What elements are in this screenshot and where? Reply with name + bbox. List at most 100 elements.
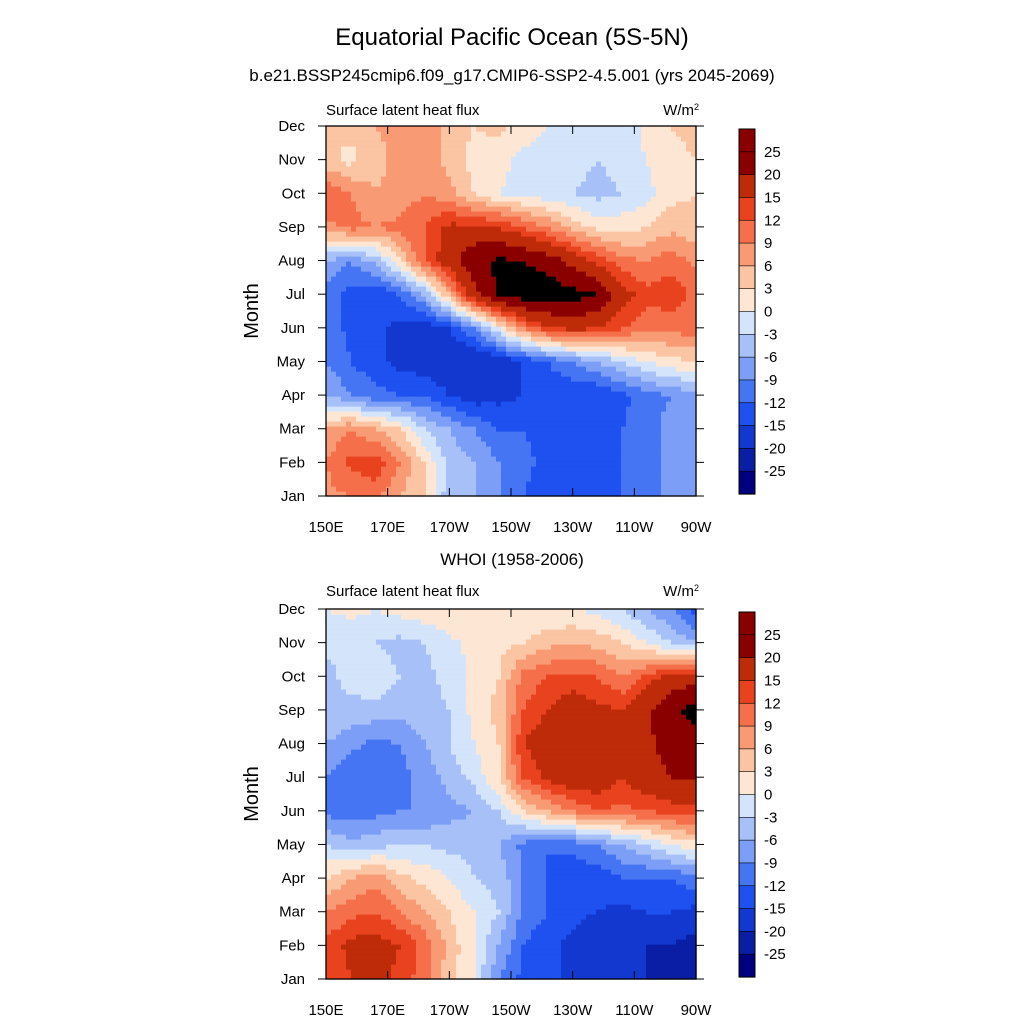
heatmap-cell — [426, 366, 432, 372]
heatmap-cell — [656, 196, 662, 202]
heatmap-cell — [651, 446, 657, 452]
heatmap-cell — [566, 406, 572, 412]
heatmap-cell — [611, 366, 617, 372]
heatmap-cell — [381, 311, 387, 317]
heatmap-cell — [551, 371, 557, 377]
heatmap-cell — [646, 396, 652, 402]
heatmap-cell — [611, 326, 617, 332]
heatmap-cell — [456, 166, 462, 172]
heatmap-cell — [331, 431, 337, 437]
heatmap-cell — [376, 251, 382, 257]
heatmap-cell — [601, 271, 607, 277]
heatmap-cell — [561, 296, 567, 302]
heatmap-cell — [456, 491, 462, 497]
heatmap-cell — [566, 361, 572, 367]
heatmap-cell — [616, 406, 622, 412]
heatmap-cell — [571, 181, 577, 187]
heatmap-cell — [521, 476, 527, 482]
heatmap-cell — [411, 161, 417, 167]
heatmap-cell — [641, 221, 647, 227]
heatmap-cell — [556, 196, 562, 202]
heatmap-cell — [586, 291, 592, 297]
heatmap-cell — [486, 381, 492, 387]
heatmap-cell — [656, 446, 662, 452]
heatmap-cell — [361, 431, 367, 437]
heatmap-cell — [366, 271, 372, 277]
heatmap-cell — [351, 211, 357, 217]
heatmap-cell — [581, 221, 587, 227]
heatmap-cell — [496, 201, 502, 207]
heatmap-cell — [566, 346, 572, 352]
heatmap-cell — [596, 451, 602, 457]
heatmap-cell — [381, 181, 387, 187]
heatmap-cell — [366, 361, 372, 367]
heatmap-cell — [586, 491, 592, 497]
heatmap-cell — [586, 396, 592, 402]
heatmap-cell — [341, 201, 347, 207]
heatmap-cell — [621, 336, 627, 342]
heatmap-cell — [581, 211, 587, 217]
heatmap-cell — [576, 351, 582, 357]
heatmap-cell — [331, 316, 337, 322]
heatmap-cell — [636, 286, 642, 292]
heatmap-cell — [666, 251, 672, 257]
heatmap-cell — [341, 226, 347, 232]
heatmap-cell — [691, 266, 697, 272]
heatmap-cell — [481, 281, 487, 287]
heatmap-cell — [451, 431, 457, 437]
heatmap-cell — [366, 166, 372, 172]
heatmap-cell — [621, 376, 627, 382]
heatmap-cell — [376, 331, 382, 337]
heatmap-cell — [606, 491, 612, 497]
heatmap-cell — [326, 341, 332, 347]
heatmap-cell — [356, 271, 362, 277]
heatmap-cell — [436, 311, 442, 317]
heatmap-cell — [621, 171, 627, 177]
heatmap-cell — [671, 391, 677, 397]
heatmap-cell — [456, 181, 462, 187]
heatmap-cell — [356, 171, 362, 177]
heatmap-cell — [571, 386, 577, 392]
heatmap-cell — [671, 401, 677, 407]
heatmap-cell — [676, 431, 682, 437]
heatmap-cell — [426, 486, 432, 492]
heatmap-cell — [461, 461, 467, 467]
heatmap-cell — [651, 251, 657, 257]
heatmap-cell — [546, 371, 552, 377]
heatmap-cell — [496, 366, 502, 372]
heatmap-cell — [456, 196, 462, 202]
heatmap-cell — [606, 281, 612, 287]
heatmap-cell — [351, 266, 357, 272]
heatmap-cell — [596, 266, 602, 272]
heatmap-cell — [626, 166, 632, 172]
heatmap-cell — [496, 291, 502, 297]
heatmap-cell — [561, 461, 567, 467]
heatmap-cell — [351, 391, 357, 397]
heatmap-cell — [516, 341, 522, 347]
heatmap-cell — [651, 321, 657, 327]
heatmap-cell — [496, 456, 502, 462]
heatmap-cell — [431, 371, 437, 377]
heatmap-cell — [426, 356, 432, 362]
heatmap-cell — [591, 491, 597, 497]
heatmap-cell — [461, 431, 467, 437]
heatmap-cell — [476, 471, 482, 477]
heatmap-cell — [336, 341, 342, 347]
heatmap-cell — [561, 181, 567, 187]
heatmap-cell — [356, 366, 362, 372]
heatmap-cell — [616, 456, 622, 462]
heatmap-cell — [431, 361, 437, 367]
heatmap-cell — [676, 386, 682, 392]
heatmap-cell — [686, 391, 692, 397]
heatmap-cell — [436, 181, 442, 187]
heatmap-cell — [371, 411, 377, 417]
heatmap-cell — [351, 356, 357, 362]
heatmap-cell — [371, 316, 377, 322]
heatmap-cell — [496, 281, 502, 287]
heatmap-cell — [346, 231, 352, 237]
heatmap-cell — [491, 166, 497, 172]
heatmap-cell — [516, 471, 522, 477]
heatmap-cell — [586, 456, 592, 462]
heatmap-cell — [346, 446, 352, 452]
heatmap-cell — [531, 446, 537, 452]
